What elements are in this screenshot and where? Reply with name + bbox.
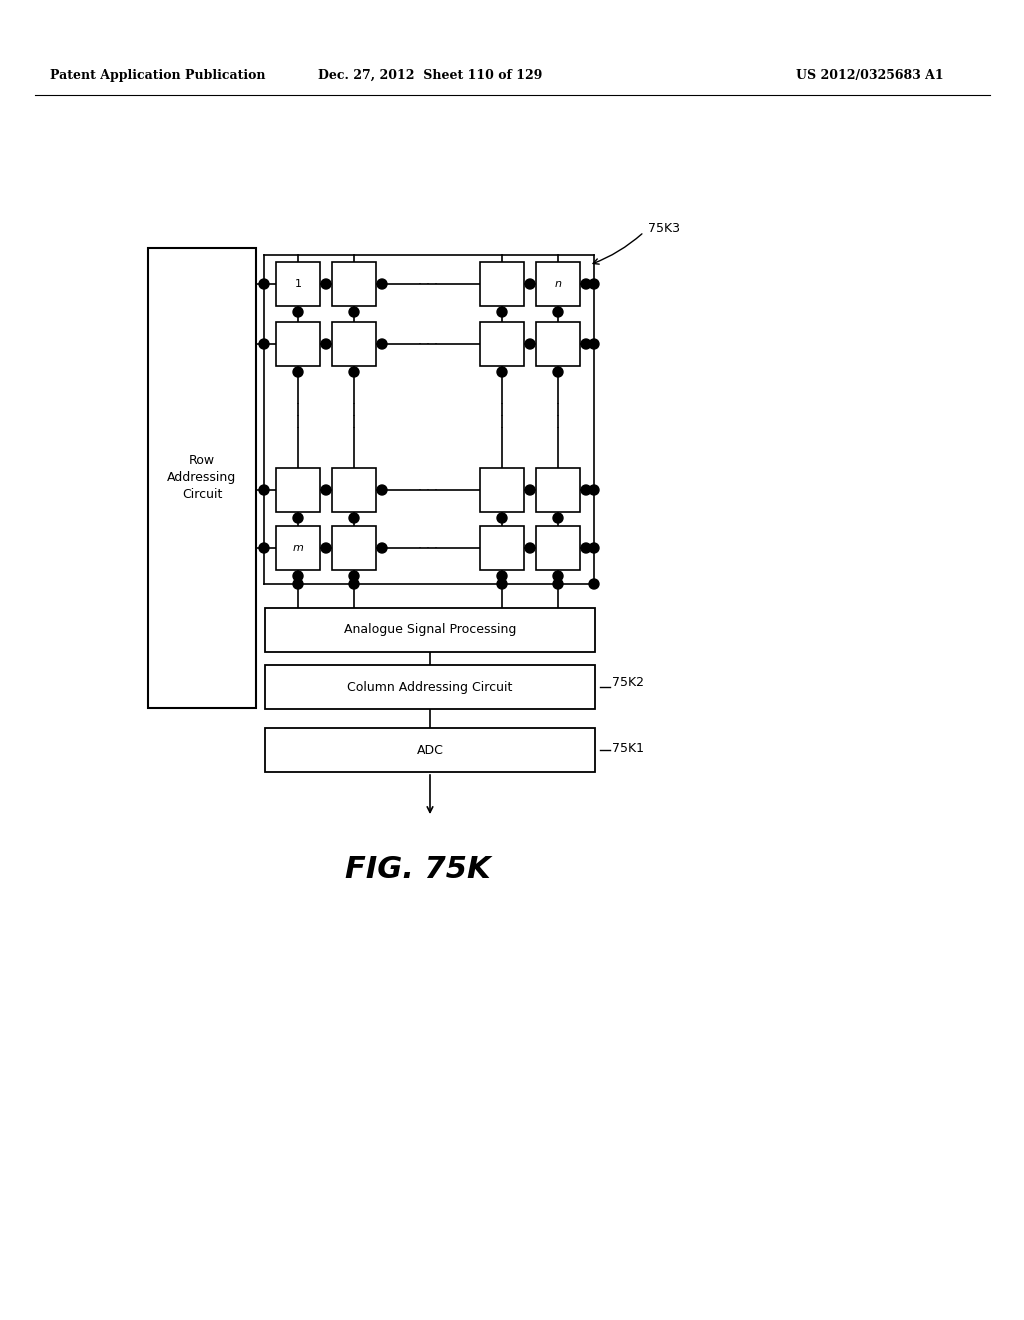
Bar xyxy=(480,261,524,306)
Text: · · ·: · · · xyxy=(418,277,438,290)
Circle shape xyxy=(553,308,563,317)
Circle shape xyxy=(321,543,331,553)
Circle shape xyxy=(525,484,535,495)
Bar xyxy=(332,525,376,570)
Bar xyxy=(276,322,319,366)
Bar xyxy=(265,729,595,772)
Text: · · ·: · · · xyxy=(418,541,438,554)
Circle shape xyxy=(349,513,359,523)
Circle shape xyxy=(497,367,507,378)
Circle shape xyxy=(553,579,563,589)
Bar xyxy=(332,469,376,512)
Circle shape xyxy=(349,572,359,581)
Circle shape xyxy=(497,513,507,523)
Text: 75K3: 75K3 xyxy=(648,222,680,235)
Circle shape xyxy=(553,572,563,581)
Circle shape xyxy=(377,543,387,553)
Circle shape xyxy=(349,308,359,317)
Bar xyxy=(536,322,580,366)
Circle shape xyxy=(589,543,599,553)
Text: FIG. 75K: FIG. 75K xyxy=(345,855,490,884)
Text: 1: 1 xyxy=(295,279,301,289)
Bar xyxy=(332,261,376,306)
Text: US 2012/0325683 A1: US 2012/0325683 A1 xyxy=(797,69,944,82)
Text: ·
·
·: · · · xyxy=(500,399,504,436)
Circle shape xyxy=(321,339,331,348)
Text: Patent Application Publication: Patent Application Publication xyxy=(50,69,265,82)
Circle shape xyxy=(349,367,359,378)
Circle shape xyxy=(581,339,591,348)
Circle shape xyxy=(497,579,507,589)
Circle shape xyxy=(377,484,387,495)
Text: ·
·
·: · · · xyxy=(556,399,560,436)
Circle shape xyxy=(259,543,269,553)
Text: 75K1: 75K1 xyxy=(612,742,644,755)
Circle shape xyxy=(293,513,303,523)
Circle shape xyxy=(321,484,331,495)
Bar xyxy=(332,322,376,366)
Circle shape xyxy=(589,484,599,495)
Bar xyxy=(265,609,595,652)
Circle shape xyxy=(589,579,599,589)
Bar xyxy=(536,261,580,306)
Text: · · ·: · · · xyxy=(418,338,438,351)
Circle shape xyxy=(349,579,359,589)
Circle shape xyxy=(525,279,535,289)
Circle shape xyxy=(525,543,535,553)
Bar xyxy=(276,261,319,306)
Circle shape xyxy=(293,308,303,317)
Circle shape xyxy=(497,308,507,317)
Circle shape xyxy=(377,339,387,348)
Bar xyxy=(265,665,595,709)
Circle shape xyxy=(581,279,591,289)
Circle shape xyxy=(589,339,599,348)
Bar xyxy=(276,525,319,570)
Circle shape xyxy=(293,579,303,589)
Circle shape xyxy=(525,339,535,348)
Bar xyxy=(480,469,524,512)
Circle shape xyxy=(377,279,387,289)
Circle shape xyxy=(581,484,591,495)
Circle shape xyxy=(553,513,563,523)
Bar xyxy=(480,525,524,570)
Bar xyxy=(276,469,319,512)
Bar xyxy=(148,248,256,708)
Circle shape xyxy=(589,279,599,289)
Circle shape xyxy=(293,367,303,378)
Circle shape xyxy=(553,367,563,378)
Circle shape xyxy=(581,543,591,553)
Text: n: n xyxy=(555,279,561,289)
Text: · · ·: · · · xyxy=(418,483,438,496)
Text: Column Addressing Circuit: Column Addressing Circuit xyxy=(347,681,513,693)
Circle shape xyxy=(259,484,269,495)
Text: Analogue Signal Processing: Analogue Signal Processing xyxy=(344,623,516,636)
Text: ·
·
·: · · · xyxy=(352,399,356,436)
Circle shape xyxy=(321,279,331,289)
Text: m: m xyxy=(293,543,303,553)
Circle shape xyxy=(497,572,507,581)
Text: Dec. 27, 2012  Sheet 110 of 129: Dec. 27, 2012 Sheet 110 of 129 xyxy=(317,69,542,82)
Text: Row
Addressing
Circuit: Row Addressing Circuit xyxy=(167,454,237,502)
Text: 75K2: 75K2 xyxy=(612,676,644,689)
Bar xyxy=(536,469,580,512)
Circle shape xyxy=(259,279,269,289)
Circle shape xyxy=(293,572,303,581)
Text: ·
·
·: · · · xyxy=(296,399,300,436)
Bar xyxy=(480,322,524,366)
Text: ADC: ADC xyxy=(417,743,443,756)
Circle shape xyxy=(259,339,269,348)
Bar xyxy=(536,525,580,570)
